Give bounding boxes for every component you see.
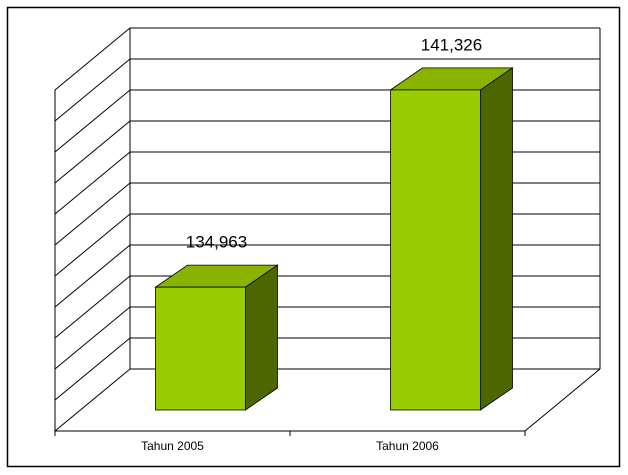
grid-line	[54, 182, 131, 246]
bar-side	[245, 264, 278, 411]
bar	[155, 286, 246, 411]
grid-line	[54, 151, 131, 215]
x-tick-label: Tahun 2005	[141, 439, 204, 453]
value-label: 141,326	[421, 35, 482, 54]
grid-line	[54, 58, 131, 122]
bar	[390, 89, 481, 411]
grid-line	[54, 213, 131, 277]
chart-frame	[6, 6, 621, 468]
grid-line	[54, 337, 131, 401]
bar-side	[480, 67, 513, 411]
x-tick-label: Tahun 2006	[376, 439, 439, 453]
grid-line	[54, 306, 131, 370]
value-label: 134,963	[186, 233, 247, 252]
floor-edge	[524, 368, 601, 432]
grid-line	[54, 244, 131, 308]
grid-line	[54, 27, 131, 91]
grid-line	[54, 368, 131, 432]
grid-line	[54, 275, 131, 339]
grid-line	[54, 120, 131, 184]
grid-line	[54, 89, 131, 153]
